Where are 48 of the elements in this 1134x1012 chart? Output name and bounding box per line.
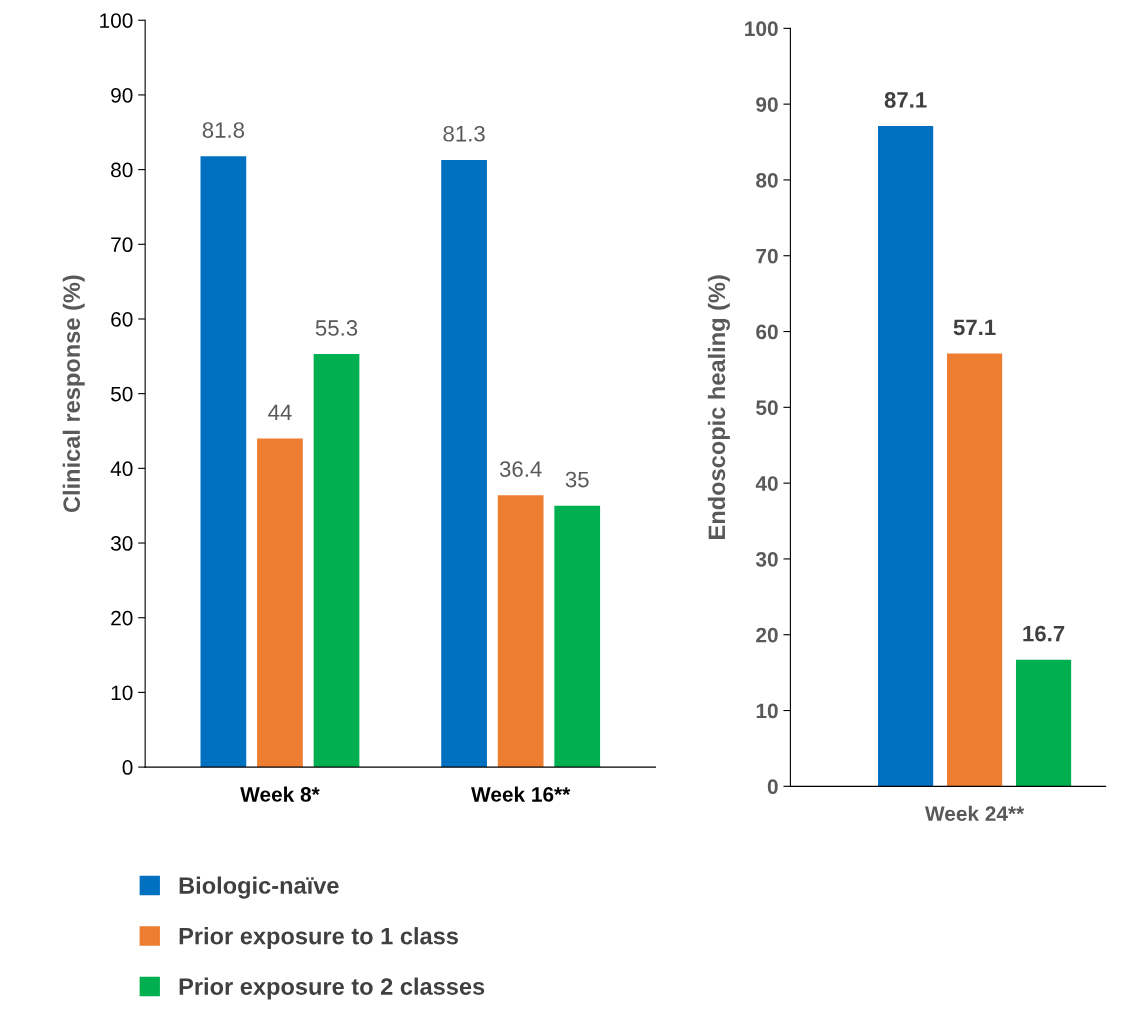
data-label: 36.4 <box>499 461 542 477</box>
y-tick-label: 30 <box>755 551 778 567</box>
bar <box>313 354 360 768</box>
y-tick-label: 50 <box>756 400 778 416</box>
legend-label: Prior exposure to 1 class <box>179 927 458 950</box>
y-tick-label: 40 <box>755 476 778 491</box>
data-label: 44 <box>268 404 292 420</box>
data-label: 81.8 <box>202 122 245 138</box>
data-label: 87.1 <box>884 92 927 108</box>
data-label: 81.3 <box>443 125 485 142</box>
x-tick-label: Week 8* <box>240 786 320 802</box>
bar <box>200 156 247 768</box>
data-label: 16.7 <box>1023 625 1065 642</box>
y-tick-label: 90 <box>111 87 133 103</box>
y-tick-label: 70 <box>111 237 133 253</box>
y-axis-title: Endoscopic healing (%) <box>707 275 730 539</box>
bar <box>878 126 934 787</box>
data-label: 55.3 <box>315 320 358 336</box>
y-tick-label: 90 <box>756 97 778 112</box>
y-tick-label: 60 <box>756 324 778 340</box>
y-tick-label: 10 <box>111 685 133 701</box>
y-tick-label: 80 <box>111 162 133 178</box>
y-tick-label: 100 <box>745 21 778 37</box>
y-tick-label: 60 <box>111 311 133 327</box>
legend-label: Biologic-naïve <box>179 876 339 899</box>
y-tick-label: 30 <box>110 536 133 551</box>
bar <box>946 353 1003 787</box>
y-tick-label: 10 <box>756 703 778 719</box>
y-tick-label: 70 <box>756 248 778 264</box>
bar <box>554 505 601 768</box>
y-tick-label: 20 <box>756 627 778 643</box>
bar <box>257 438 303 768</box>
y-tick-label: 100 <box>100 13 133 28</box>
data-label: 35 <box>565 471 589 488</box>
y-axis-title: Clinical response (%) <box>62 275 85 513</box>
y-tick-label: 40 <box>110 461 133 477</box>
y-tick-label: 80 <box>756 172 778 188</box>
x-tick-label: Week 24** <box>924 805 1025 822</box>
data-label: 57.1 <box>953 319 996 336</box>
bar <box>497 495 544 768</box>
bar <box>441 159 487 768</box>
y-tick-label: 0 <box>122 760 133 775</box>
legend-label: Prior exposure to 2 classes <box>179 977 485 1000</box>
y-tick-label: 20 <box>111 610 133 626</box>
y-tick-label: 50 <box>111 386 133 402</box>
bar <box>1015 659 1072 787</box>
y-tick-label: 0 <box>767 779 778 795</box>
x-tick-label: Week 16** <box>471 786 571 802</box>
